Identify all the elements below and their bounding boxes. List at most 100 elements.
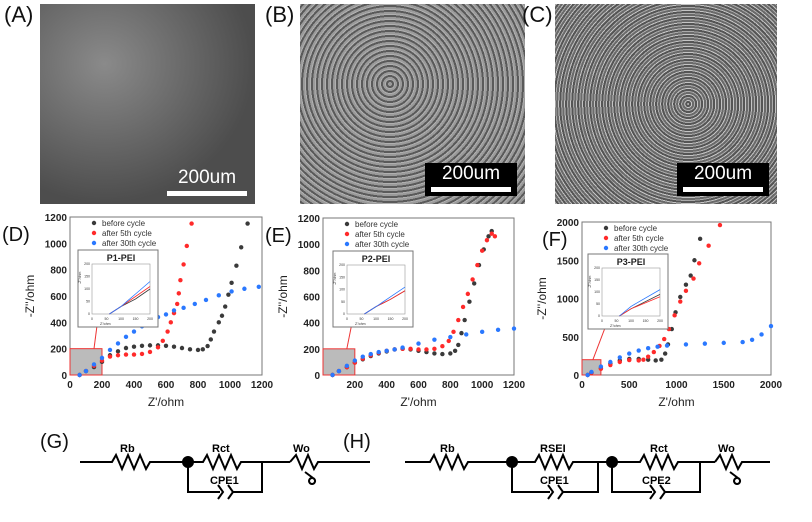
data-point <box>147 343 153 348</box>
warburg-arrow-icon <box>729 471 742 485</box>
inset-y-label: -Z''/ohm <box>333 272 337 285</box>
inset-x-tick: 100 <box>628 319 634 323</box>
cpe1-symbol <box>187 462 263 500</box>
x-tick-label: 1000 <box>219 380 242 391</box>
inset-plot: P3-PEI 0 50 100 150 200 0 50 100 150 200 Z'/ohm -Z''… <box>587 253 669 330</box>
inset-y-tick: 200 <box>84 262 90 266</box>
data-point <box>352 358 358 363</box>
data-point <box>589 369 594 375</box>
data-point <box>479 329 485 335</box>
data-point <box>484 238 490 243</box>
data-point <box>645 357 651 362</box>
data-point <box>627 357 632 363</box>
data-point <box>200 347 205 352</box>
y-tick-label: 1000 <box>298 240 321 251</box>
legend-entry: after 5th cycle <box>614 234 664 243</box>
inset-series-line <box>109 281 151 315</box>
data-point <box>219 313 225 318</box>
label-rct: Rct <box>212 443 230 455</box>
label-cpe1: CPE1 <box>540 475 569 487</box>
x-tick-label: 1200 <box>503 380 526 391</box>
y-tick-label: 1200 <box>298 214 321 225</box>
inset-y-tick: 0 <box>598 314 600 318</box>
data-point <box>203 297 209 303</box>
legend-marker <box>91 230 97 236</box>
inset-frame <box>587 253 669 330</box>
data-point <box>664 343 670 348</box>
inset-x-tick: 150 <box>643 319 649 323</box>
x-tick-label: 1200 <box>251 380 274 391</box>
data-point <box>139 351 145 357</box>
data-point <box>598 364 604 369</box>
inset-x-label: Z'/ohm <box>355 322 366 326</box>
data-point <box>636 358 641 363</box>
y-axis-label: -Z''/ohm <box>276 275 290 318</box>
x-tick-label: 600 <box>410 380 427 391</box>
inset-y-tick: 150 <box>84 275 90 279</box>
data-point <box>492 234 498 239</box>
data-point <box>440 351 445 357</box>
data-point <box>470 277 475 282</box>
data-point <box>683 342 689 347</box>
data-point <box>179 345 185 351</box>
inset-x-tick: 0 <box>346 317 348 321</box>
data-point <box>721 340 726 346</box>
label-cpe1: CPE1 <box>210 475 239 487</box>
sem-image-a: 200um <box>40 4 255 204</box>
data-point <box>242 286 247 291</box>
panel-label-h: (H) <box>343 431 371 453</box>
data-point <box>465 291 471 297</box>
data-point <box>451 329 456 335</box>
sem-image-c: 200um <box>555 4 777 204</box>
data-point <box>184 243 189 249</box>
data-point <box>740 339 745 345</box>
data-point <box>511 326 517 331</box>
inset-x-tick: 0 <box>601 319 603 323</box>
legend-marker <box>91 220 97 226</box>
inset-y-tick: 200 <box>594 266 600 270</box>
x-tick-label: 2000 <box>760 380 783 391</box>
label-cpe2: CPE2 <box>642 475 671 487</box>
data-point <box>168 320 173 325</box>
legend-entry: after 30th cycle <box>355 240 410 249</box>
inset-y-tick: 0 <box>88 312 90 316</box>
data-point <box>245 221 250 226</box>
y-tick-label: 800 <box>50 266 67 277</box>
data-point <box>234 263 239 268</box>
circuit-h: Rb RSEI Rct Wo CPE1 CPE2 <box>405 443 770 500</box>
inset-y-label: -Z''/ohm <box>78 271 82 284</box>
cpe1-symbol <box>511 462 599 500</box>
data-point <box>627 351 632 356</box>
legend-entry: after 5th cycle <box>102 229 152 238</box>
data-point <box>163 312 169 317</box>
data-point <box>645 346 651 351</box>
inset-series-line <box>619 296 661 317</box>
data-point <box>655 344 660 349</box>
y-axis-label: -Z''/ohm <box>23 275 37 318</box>
y-tick-label: 400 <box>50 318 67 329</box>
legend-marker <box>603 235 609 241</box>
x-tick-label: 400 <box>126 380 143 391</box>
data-point <box>392 347 397 352</box>
x-axis-label: Z'/ohm <box>148 395 184 409</box>
inset-y-tick: 150 <box>594 278 600 282</box>
data-point <box>160 338 165 343</box>
panel-label-c: (C) <box>522 2 553 27</box>
data-point <box>155 345 161 350</box>
y-tick-label: 1200 <box>45 213 68 224</box>
scale-label-b: 200um <box>441 163 501 184</box>
inset-axes <box>346 264 406 315</box>
legend-marker <box>344 221 350 227</box>
data-point <box>107 354 113 359</box>
inset-frame <box>332 250 414 328</box>
scale-bar-c: 200um <box>677 163 769 196</box>
y-tick-label: 1500 <box>557 256 580 267</box>
data-point <box>749 337 755 343</box>
label-wo: Wo <box>718 443 735 455</box>
data-point <box>181 305 186 311</box>
plot-1: (E)200 400 600 800 1000 120002004006008001000… <box>265 214 526 409</box>
data-point <box>440 344 445 349</box>
data-point <box>176 291 181 296</box>
inset-title: P3-PEI <box>617 257 646 267</box>
data-point <box>416 341 421 346</box>
